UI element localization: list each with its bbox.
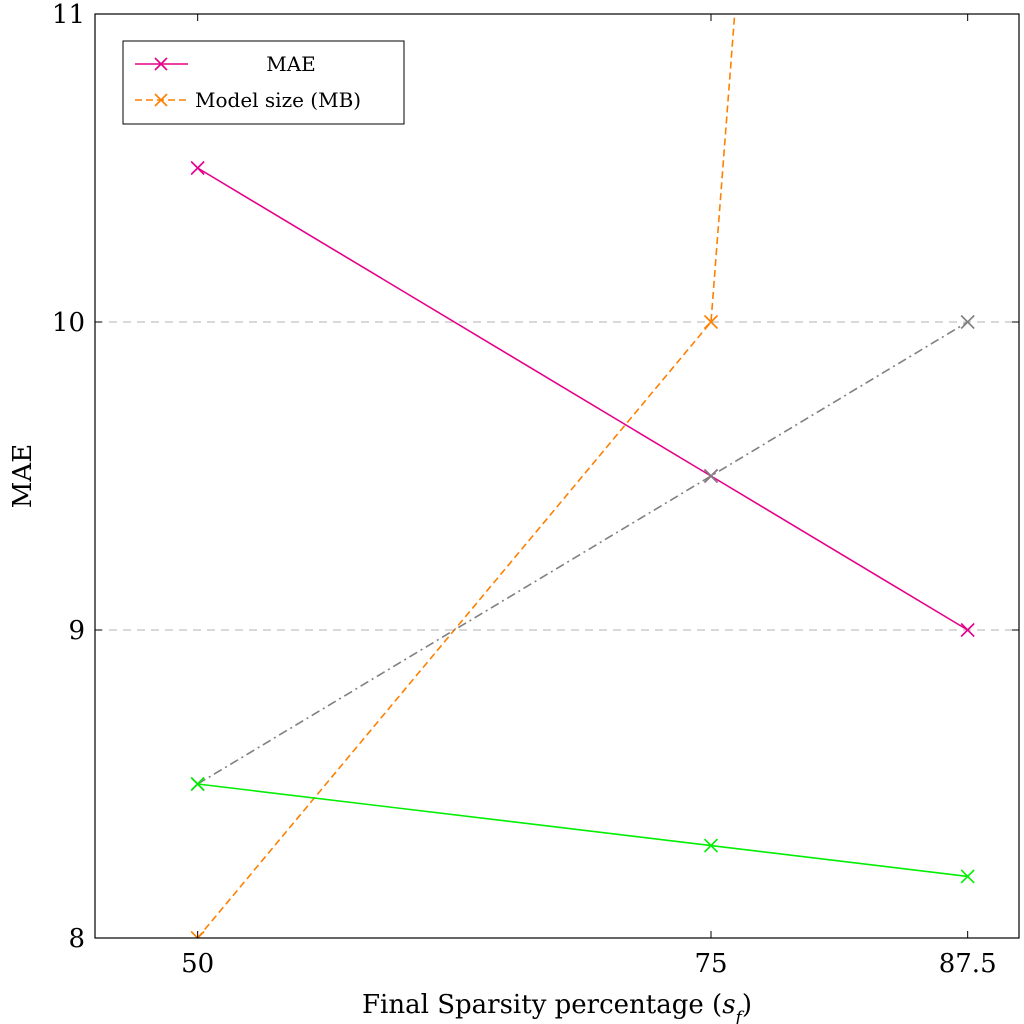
point-marker-3-1 <box>703 838 719 853</box>
legend: MAE Model size (MB) <box>122 40 405 125</box>
point-marker-0-2 <box>960 622 975 638</box>
point-marker-1-0 <box>190 930 205 938</box>
point-marker-0-0 <box>190 160 205 176</box>
legend-box <box>122 40 405 125</box>
point-marker-3-2 <box>960 869 975 884</box>
axis-ticks: 8 9 10 11 50 75 87.5 <box>52 0 1019 979</box>
point-marker-2-2 <box>960 314 975 330</box>
y-tick-label-1: 9 <box>68 616 85 646</box>
series-line-3 <box>197 783 968 878</box>
point-marker-2-1 <box>703 468 719 484</box>
series-line-0 <box>197 167 969 631</box>
x-tick-label-2: 87.5 <box>939 949 997 979</box>
x-tick-label-0: 50 <box>181 949 214 979</box>
y-tick-label-0: 8 <box>68 924 85 954</box>
series-line-2 <box>197 321 969 785</box>
y-tick-label-3: 11 <box>52 0 85 30</box>
series-group <box>190 14 975 938</box>
y-tick-label-2: 10 <box>52 308 85 338</box>
legend-marker-mae <box>154 57 168 71</box>
point-marker-3-0 <box>190 776 205 792</box>
x-tick-label-1: 75 <box>694 949 727 979</box>
point-marker-1-1 <box>703 314 719 330</box>
series-line-1 <box>197 14 736 938</box>
legend-label-mae: MAE <box>266 52 316 76</box>
x-axis-title: Final Sparsity percentage (sf) <box>362 990 752 1024</box>
legend-marker-model-size <box>154 93 168 107</box>
plot-frame <box>94 13 1020 939</box>
legend-label-model-size: Model size (MB) <box>195 88 361 112</box>
grid-lines <box>95 321 1019 631</box>
y-axis-title: MAE <box>8 444 38 508</box>
